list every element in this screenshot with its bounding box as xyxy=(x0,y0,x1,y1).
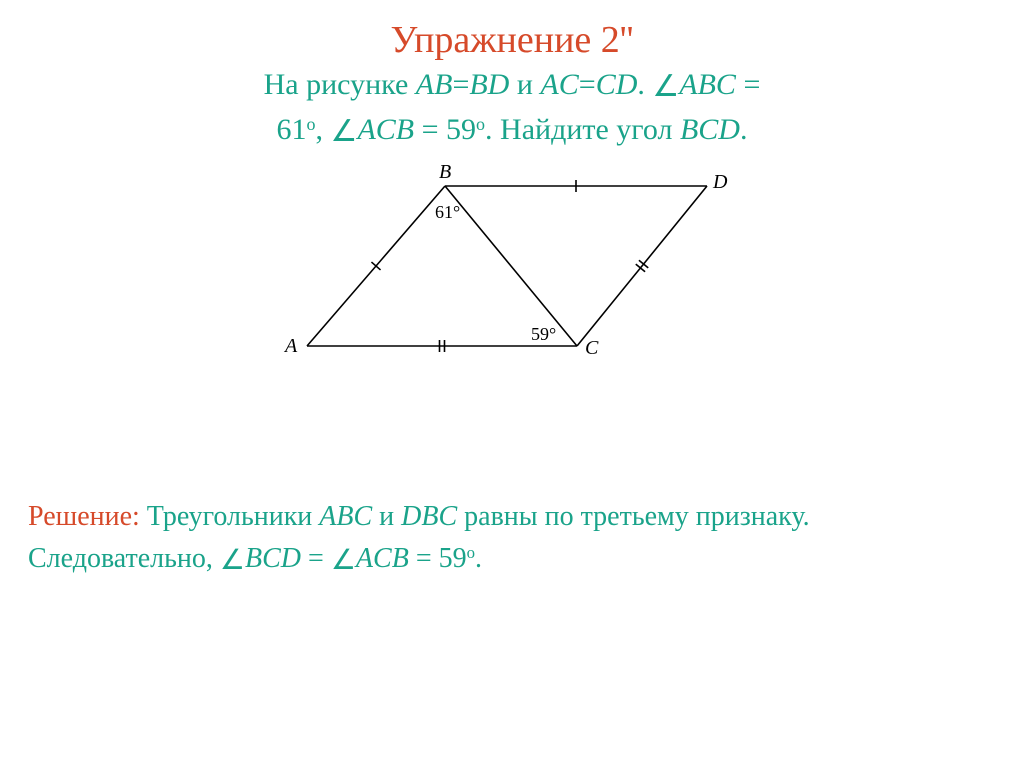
deg-symbol: o xyxy=(467,543,475,562)
eq: = xyxy=(452,68,469,101)
and-text: и xyxy=(509,68,540,101)
figure-container: A B C D 61° 59° xyxy=(0,156,1024,376)
angle-acb: ACB xyxy=(356,543,409,574)
problem-statement: На рисунке AB=BD и AC=CD. ∠ABC = 61o, ∠A… xyxy=(0,62,1024,152)
eq: = xyxy=(409,543,439,574)
punct: , xyxy=(316,113,331,146)
seg-bd: BD xyxy=(469,68,509,101)
angle-icon: ∠ xyxy=(220,540,245,582)
find-text: . Найдите угол xyxy=(485,113,680,146)
tri-abc: ABC xyxy=(319,501,372,532)
deg-symbol: o xyxy=(307,114,316,134)
eq: = xyxy=(414,113,446,146)
geometry-figure: A B C D 61° 59° xyxy=(277,156,747,376)
solution-block: Решение: Треугольники ABC и DBC равны по… xyxy=(0,496,1024,580)
deg-symbol: o xyxy=(476,114,485,134)
eq: = xyxy=(301,543,331,574)
punct: . xyxy=(637,68,652,101)
angle-bcd: BCD xyxy=(245,543,301,574)
slide: Упражнение 2'' На рисунке AB=BD и AC=CD.… xyxy=(0,0,1024,768)
val-59: 59 xyxy=(446,113,476,146)
solution-label: Решение: xyxy=(28,501,140,532)
svg-text:61°: 61° xyxy=(435,202,460,222)
val-59: 59 xyxy=(439,543,467,574)
seg-ab: AB xyxy=(416,68,453,101)
angle-icon: ∠ xyxy=(652,64,679,109)
seg-ac: AC xyxy=(540,68,578,101)
tri-dbc: DBC xyxy=(401,501,457,532)
and-text: и xyxy=(372,501,401,532)
punct: . xyxy=(475,543,482,574)
svg-text:A: A xyxy=(283,335,298,357)
svg-text:B: B xyxy=(439,161,451,183)
seg-cd: CD xyxy=(596,68,638,101)
eq: = xyxy=(736,68,760,101)
angle-icon: ∠ xyxy=(331,540,356,582)
punct: . xyxy=(740,113,748,146)
angle-bcd: BCD xyxy=(680,113,740,146)
problem-text: На рисунке xyxy=(264,68,416,101)
svg-text:C: C xyxy=(585,337,599,359)
eq: = xyxy=(579,68,596,101)
svg-text:59°: 59° xyxy=(531,324,556,344)
val-61: 61 xyxy=(277,113,307,146)
slide-title: Упражнение 2'' xyxy=(0,18,1024,62)
angle-icon: ∠ xyxy=(331,109,358,154)
svg-text:D: D xyxy=(712,171,728,193)
solution-text: Треугольники xyxy=(140,501,319,532)
angle-abc: ABC xyxy=(679,68,736,101)
angle-acb: ACB xyxy=(357,113,414,146)
